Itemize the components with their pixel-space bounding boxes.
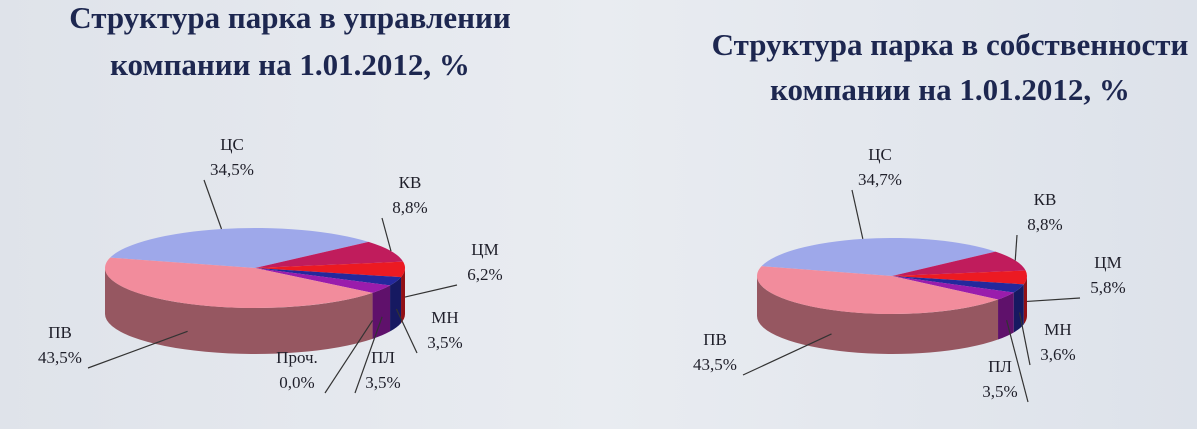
slice	[255, 268, 391, 293]
chart-title: Структура парка в собственности	[712, 27, 1189, 62]
slice-value-label: 3,5%	[365, 373, 400, 392]
leader-line	[1014, 234, 1018, 261]
chart-title: Структура парка в управлении	[69, 0, 511, 35]
leader-line	[742, 333, 832, 376]
slice	[255, 261, 405, 278]
slice-side	[1023, 276, 1027, 325]
slice-value-label: 34,5%	[210, 160, 254, 179]
slice-side	[390, 277, 402, 332]
slice-label: ПЛ	[988, 357, 1012, 376]
slice	[255, 268, 402, 286]
slice	[110, 228, 369, 268]
slice	[761, 238, 996, 276]
slice	[255, 241, 404, 268]
slice	[757, 266, 999, 315]
leader-line	[324, 320, 374, 394]
slice	[105, 257, 373, 308]
leader-line	[395, 308, 418, 354]
slice-label: Проч.	[276, 348, 318, 367]
leader-line	[1005, 319, 1029, 403]
slice-value-label: 8,8%	[1027, 215, 1062, 234]
leader-line	[354, 316, 383, 394]
slice-label: ПВ	[48, 323, 72, 342]
slice	[892, 276, 1014, 300]
slice-value-label: 5,8%	[1090, 278, 1125, 297]
slice-side	[998, 292, 1014, 340]
slice-value-label: 8,8%	[392, 198, 427, 217]
chart-title: компании на 1.01.2012, %	[110, 47, 470, 82]
slice-side	[756, 276, 999, 355]
slice-label: ЦС	[220, 135, 244, 154]
slice-value-label: 34,7%	[858, 170, 902, 189]
leader-line	[404, 284, 458, 298]
slice-value-label: 43,5%	[38, 348, 82, 367]
leader-line	[87, 330, 188, 369]
slice-label: ЦС	[868, 145, 892, 164]
leader-line	[1026, 297, 1081, 303]
slice-value-label: 3,5%	[427, 333, 462, 352]
slice-label: ЦМ	[471, 240, 498, 259]
slice-value-label: 3,5%	[982, 382, 1017, 401]
slice-label: МН	[431, 308, 458, 327]
slice-label: ЦМ	[1094, 253, 1121, 272]
slice	[892, 276, 1024, 293]
leader-line	[203, 179, 223, 230]
slice-side	[401, 268, 405, 324]
slice	[892, 251, 1026, 276]
slice-label: КВ	[399, 173, 422, 192]
slice-value-label: 3,6%	[1040, 345, 1075, 364]
leader-line	[851, 189, 864, 240]
slice-value-label: 43,5%	[693, 355, 737, 374]
chart-title: компании на 1.01.2012, %	[770, 72, 1130, 107]
slice-value-label: 6,2%	[467, 265, 502, 284]
slice-side	[105, 268, 373, 355]
slice-label: МН	[1044, 320, 1071, 339]
slice	[892, 270, 1027, 285]
slice-label: ПВ	[703, 330, 727, 349]
slice-value-label: 0,0%	[279, 373, 314, 392]
slice-label: ПЛ	[371, 348, 395, 367]
leader-line	[381, 217, 392, 252]
slice-label: КВ	[1034, 190, 1057, 209]
leader-line	[1018, 312, 1031, 366]
slice-side	[372, 285, 391, 339]
